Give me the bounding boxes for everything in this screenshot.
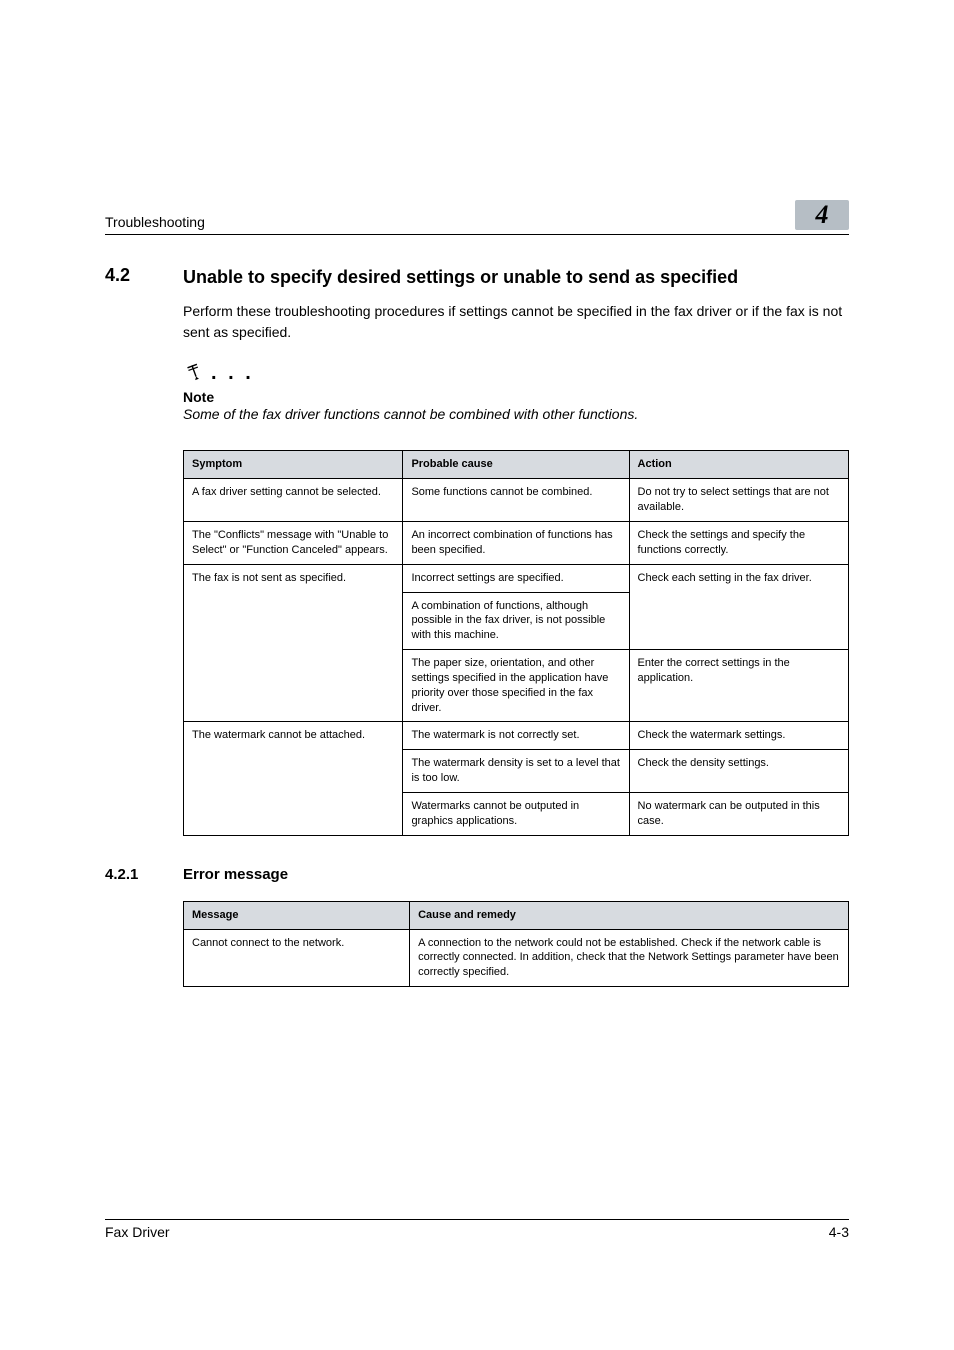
table-row: The watermark cannot be attached. The wa… (184, 722, 849, 750)
table-cell: A combination of functions, although pos… (403, 592, 629, 650)
subsection-heading: 4.2.1 Error message (105, 866, 849, 883)
footer-right: 4-3 (829, 1224, 849, 1240)
table-cell: Check the density settings. (629, 750, 848, 793)
table-cell: A fax driver setting cannot be selected. (184, 479, 403, 522)
table-cell: Check each setting in the fax driver. (629, 564, 848, 649)
table-header: Message (184, 901, 410, 929)
table-cell: The paper size, orientation, and other s… (403, 650, 629, 722)
page-footer: Fax Driver 4-3 (105, 1219, 849, 1240)
section-title: Unable to specify desired settings or un… (183, 265, 738, 289)
section-number: 4.2 (105, 265, 183, 286)
table-cell: The fax is not sent as specified. (184, 564, 403, 722)
table-cell: Enter the correct settings in the applic… (629, 650, 848, 722)
table-header: Symptom (184, 451, 403, 479)
table-row: The fax is not sent as specified. Incorr… (184, 564, 849, 592)
subsection-number: 4.2.1 (105, 866, 183, 883)
table-cell: The watermark is not correctly set. (403, 722, 629, 750)
table-cell: Cannot connect to the network. (184, 929, 410, 987)
table-cell: The watermark cannot be attached. (184, 722, 403, 835)
table-cell: No watermark can be outputed in this cas… (629, 792, 848, 835)
subsection-title: Error message (183, 866, 288, 883)
table-cell: Some functions cannot be combined. (403, 479, 629, 522)
table-cell: A connection to the network could not be… (410, 929, 849, 987)
table-cell: Watermarks cannot be outputed in graphic… (403, 792, 629, 835)
table-row: A fax driver setting cannot be selected.… (184, 479, 849, 522)
note-text: Some of the fax driver functions cannot … (183, 405, 849, 425)
table-cell: The watermark density is set to a level … (403, 750, 629, 793)
table-header: Probable cause (403, 451, 629, 479)
chapter-number-box: 4 (795, 200, 849, 230)
table-header: Action (629, 451, 848, 479)
table-cell: Check the settings and specify the funct… (629, 522, 848, 565)
table-cell: Incorrect settings are specified. (403, 564, 629, 592)
table-cell: The "Conflicts" message with "Unable to … (184, 522, 403, 565)
note-block: . . . Note Some of the fax driver functi… (183, 360, 849, 425)
table-cell: An incorrect combination of functions ha… (403, 522, 629, 565)
section-intro: Perform these troubleshooting procedures… (183, 301, 849, 342)
table-row: Cannot connect to the network. A connect… (184, 929, 849, 987)
table-header: Cause and remedy (410, 901, 849, 929)
footer-left: Fax Driver (105, 1224, 170, 1240)
note-icon (183, 360, 205, 387)
table-cell: Check the watermark settings. (629, 722, 848, 750)
running-header: Troubleshooting 4 (105, 200, 849, 235)
error-message-table: Message Cause and remedy Cannot connect … (183, 901, 849, 987)
table-cell: Do not try to select settings that are n… (629, 479, 848, 522)
troubleshooting-table: Symptom Probable cause Action A fax driv… (183, 450, 849, 835)
running-title: Troubleshooting (105, 214, 205, 230)
table-row: The "Conflicts" message with "Unable to … (184, 522, 849, 565)
note-dots: . . . (211, 362, 254, 385)
section-heading: 4.2 Unable to specify desired settings o… (105, 265, 849, 289)
note-label: Note (183, 389, 849, 405)
